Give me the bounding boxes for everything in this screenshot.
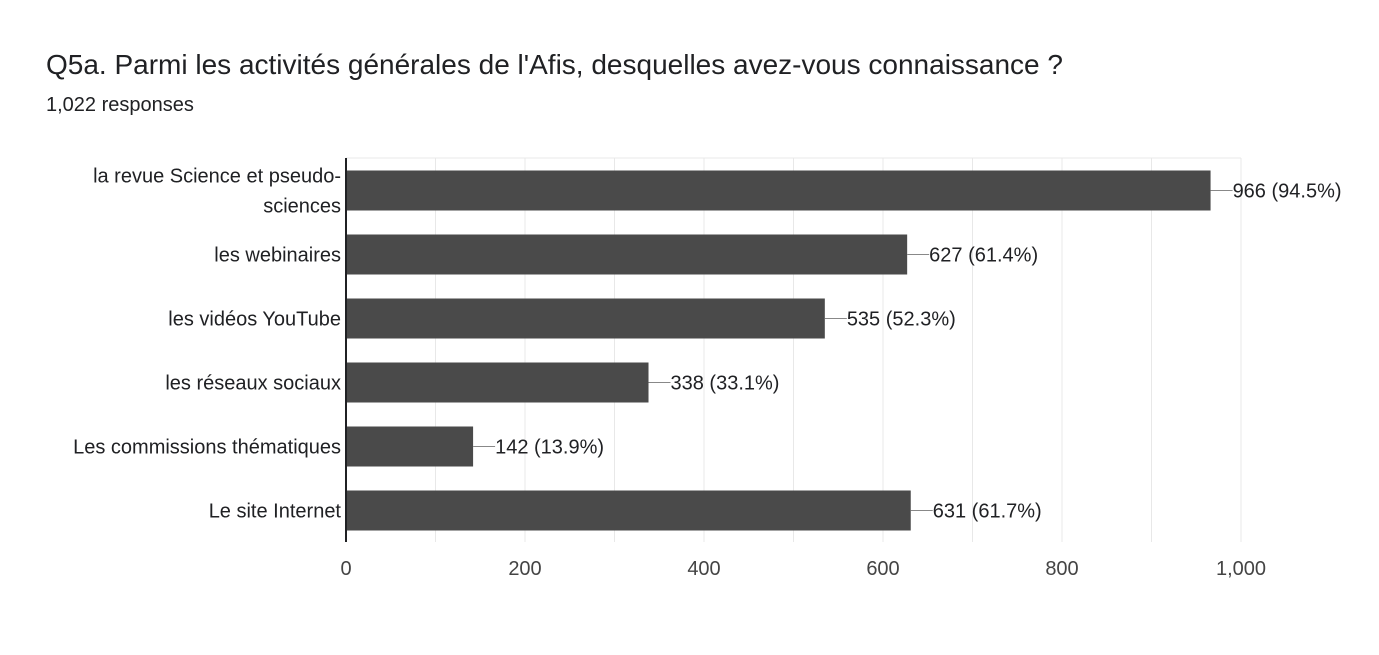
response-count: 1,022 responses <box>46 94 194 116</box>
category-label: la revue Science et pseudo- <box>93 166 341 188</box>
category-label: Le site Internet <box>209 501 342 523</box>
bar <box>346 170 1211 211</box>
x-tick-label: 400 <box>687 558 720 580</box>
x-tick-label: 800 <box>1045 558 1078 580</box>
bar <box>346 234 908 275</box>
chart-title: Q5a. Parmi les activités générales de l'… <box>46 49 1063 80</box>
data-label: 966 (94.5%) <box>1233 181 1342 203</box>
category-label: les réseaux sociaux <box>165 373 341 395</box>
category-label: sciences <box>263 196 341 218</box>
category-label: les webinaires <box>214 245 341 267</box>
data-label: 338 (33.1%) <box>671 373 780 395</box>
category-label: Les commissions thématiques <box>73 437 341 459</box>
data-label: 631 (61.7%) <box>933 501 1042 523</box>
data-label: 535 (52.3%) <box>847 309 956 331</box>
category-label: les vidéos YouTube <box>168 309 341 331</box>
bar <box>346 426 474 467</box>
x-tick-label: 0 <box>340 558 351 580</box>
bar <box>346 362 649 403</box>
x-tick-label: 1,000 <box>1216 558 1266 580</box>
bar <box>346 298 825 339</box>
data-label: 627 (61.4%) <box>929 245 1038 267</box>
x-tick-label: 600 <box>866 558 899 580</box>
bar <box>346 490 911 531</box>
data-label: 142 (13.9%) <box>495 437 604 459</box>
x-tick-label: 200 <box>508 558 541 580</box>
